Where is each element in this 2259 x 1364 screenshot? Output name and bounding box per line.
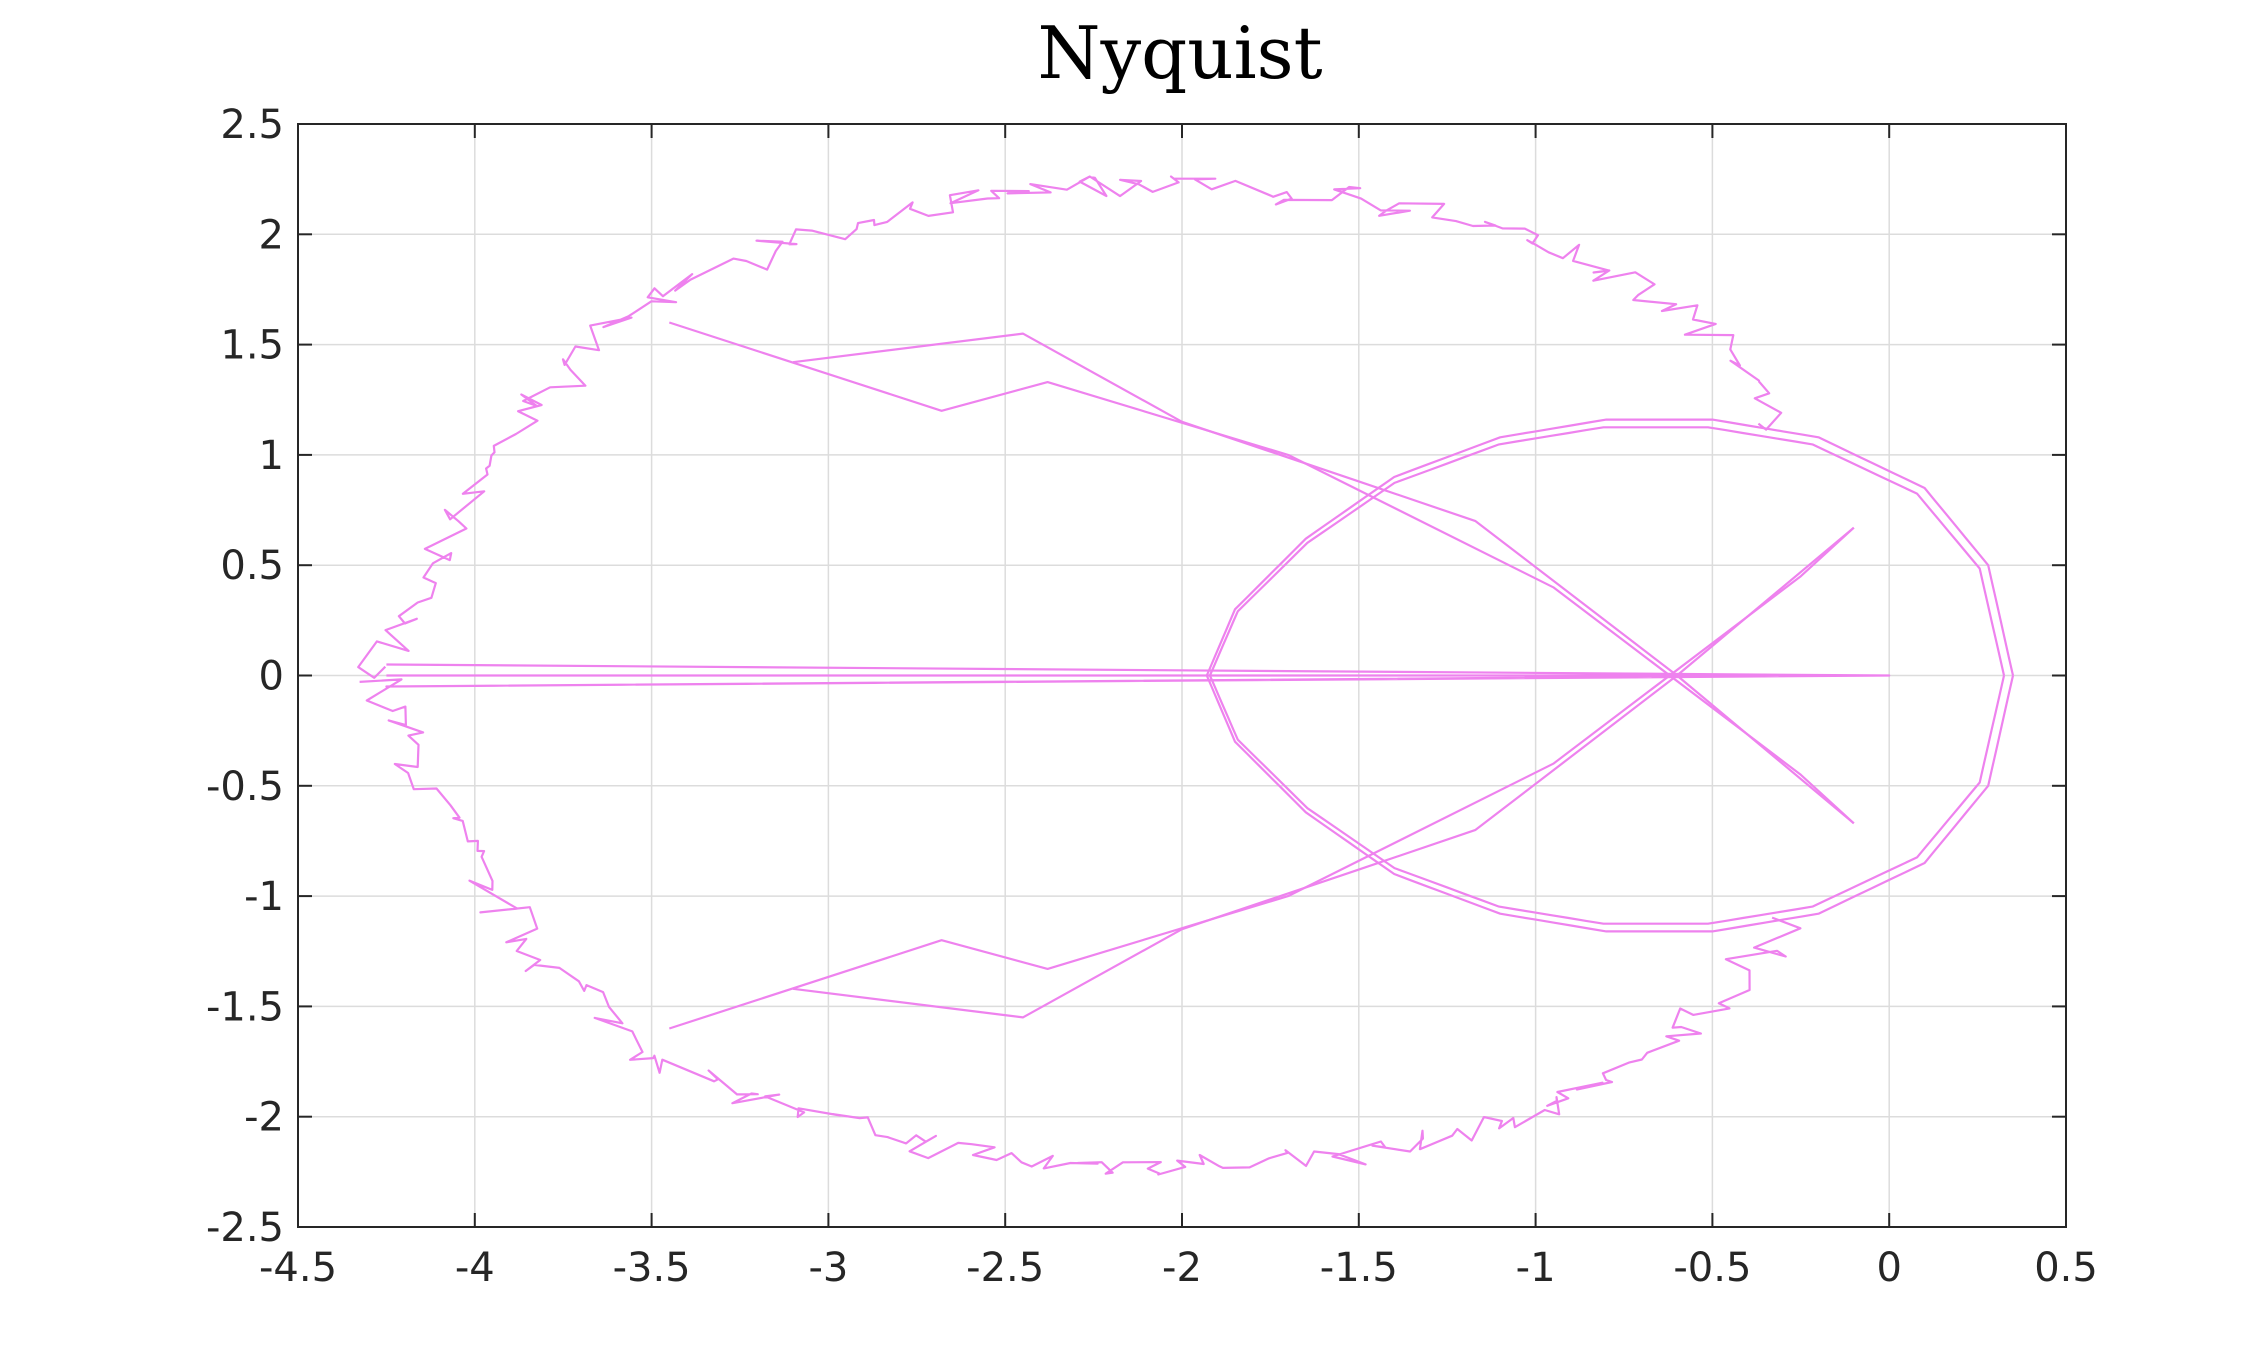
y-tick-label: 1 [259, 433, 284, 479]
series-line-real-axis-spike [385, 663, 1891, 688]
y-tick-label: -1 [244, 874, 284, 920]
x-tick-label: -4.5 [259, 1245, 337, 1291]
y-tick-label: 2 [259, 212, 284, 258]
series-line-large-noisy-loop-lower- [359, 678, 1802, 1176]
x-tick-label: 0.5 [2034, 1245, 2098, 1291]
x-tick-label: 0 [1876, 1245, 1901, 1291]
y-tick-label: -2 [244, 1095, 284, 1141]
y-tick-label: -0.5 [206, 764, 284, 810]
y-tick-label: 0 [259, 654, 284, 700]
x-tick-label: -2.5 [966, 1245, 1044, 1291]
plot-lines [357, 175, 2015, 1176]
y-tick-label: 2.5 [220, 102, 284, 148]
y-tick-label: -2.5 [206, 1205, 284, 1251]
x-tick-label: -1.5 [1320, 1245, 1398, 1291]
x-tick-label: -3.5 [613, 1245, 691, 1291]
series-line-large-noisy-loop-upper- [357, 175, 1783, 679]
series-line-inner-connector-lower [668, 526, 1855, 1030]
axes: -4.5 -4 -3.5 -3 -2.5 -2 -1.5 -1 -0.5 0 0.5 2.5 2 1.5 1… [206, 102, 2098, 1291]
y-tick-label: 1.5 [220, 323, 284, 369]
x-tick-label: -0.5 [1673, 1245, 1751, 1291]
x-tick-label: -4 [455, 1245, 495, 1291]
x-tick-label: -2 [1162, 1245, 1202, 1291]
y-tick-label: -1.5 [206, 984, 284, 1030]
x-tick-label: -1 [1516, 1245, 1556, 1291]
x-tick-label: -3 [808, 1245, 848, 1291]
series-line-inner-connector-upper [668, 321, 1855, 825]
chart-title: Nyquist [1037, 11, 1322, 95]
y-tick-label: 0.5 [220, 543, 284, 589]
